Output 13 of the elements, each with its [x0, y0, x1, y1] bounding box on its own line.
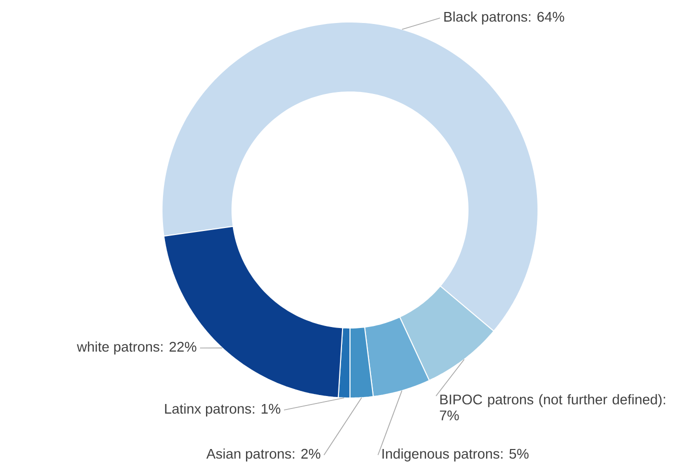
slice-label: Latinx patrons	[165, 403, 252, 416]
slice-label: Indigenous patrons	[382, 448, 500, 462]
data-label: : 1%	[252, 404, 280, 414]
slice-label: Asian patrons	[206, 448, 292, 462]
data-label: : 22%	[161, 342, 196, 352]
slice-label: BIPOC patrons (not further defined)	[440, 394, 662, 408]
slice-label: Black patrons	[444, 11, 528, 24]
text: 7%	[440, 410, 459, 420]
text: :	[664, 396, 666, 404]
data-label: : 5%	[501, 448, 529, 459]
slice-label: white patrons	[76, 341, 160, 354]
data-label: : 64%	[528, 12, 564, 22]
data-label: : 2%	[292, 448, 320, 459]
